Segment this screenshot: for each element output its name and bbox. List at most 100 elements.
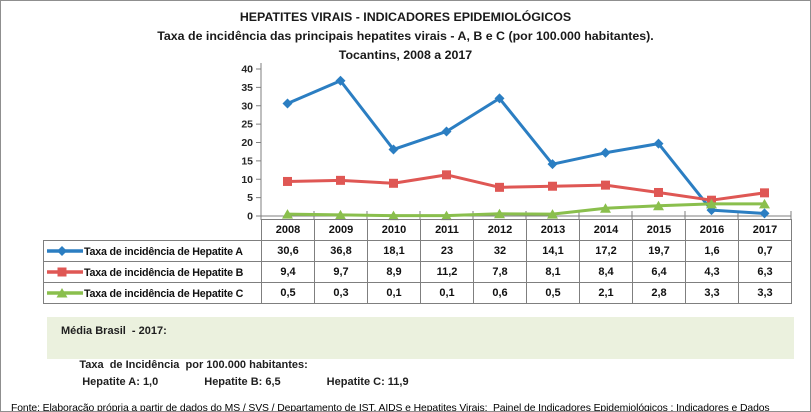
legend-key-hepatite-a xyxy=(47,245,83,256)
y-axis-tick-label: 40 xyxy=(241,64,253,76)
legend-key-hepatite-c xyxy=(47,287,83,297)
year-header-cell: 2013 xyxy=(526,219,580,241)
value-cell: 8,9 xyxy=(367,261,421,283)
year-header-cell: 2010 xyxy=(367,219,421,241)
value-cell: 2,1 xyxy=(579,282,633,304)
triangle-marker-icon xyxy=(388,210,399,221)
triangle-marker-icon xyxy=(706,198,717,209)
value-cell: 0,1 xyxy=(367,282,421,304)
chart-title-location: Tocantins, 2008 a 2017 xyxy=(338,48,473,62)
value-cell: 2,8 xyxy=(632,282,686,304)
series-name-label: Taxa de incidência de Hepatite B xyxy=(84,266,244,279)
y-axis-tick-label: 15 xyxy=(241,155,253,167)
value-cell: 3,3 xyxy=(738,282,792,304)
diamond-marker-icon xyxy=(388,144,399,155)
year-header-cell: 2016 xyxy=(685,219,739,241)
square-marker-icon xyxy=(442,170,451,180)
value-cell: 0,7 xyxy=(738,240,792,262)
diamond-marker-icon xyxy=(282,98,293,109)
diamond-marker-icon xyxy=(600,147,611,158)
summary-values: Taxa de Incidência por 100.000 habitante… xyxy=(61,340,794,391)
year-header-cell: 2011 xyxy=(420,219,474,241)
legend-key-hepatite-b xyxy=(47,267,83,276)
y-axis-tick-label: 0 xyxy=(247,211,253,223)
chart-title-sub: Taxa de incidência das principais hepati… xyxy=(157,29,654,43)
value-cell: 18,1 xyxy=(367,240,421,262)
value-cell: 11,2 xyxy=(420,261,474,283)
diamond-marker-icon xyxy=(57,245,67,256)
source-note: Fonte: Elaboração própria a partir de da… xyxy=(11,373,806,412)
series-name-label: Taxa de incidência de Hepatite C xyxy=(84,287,244,300)
summary-item: Hepatite B: 6,5 xyxy=(204,376,281,388)
value-cell: 14,1 xyxy=(526,240,580,262)
y-axis-tick-label: 35 xyxy=(241,82,253,94)
table-row: Taxa de incidência de Hepatite C 0,5 0,3 0,… xyxy=(43,282,792,304)
value-cell: 4,3 xyxy=(685,261,739,283)
value-cell: 36,8 xyxy=(314,240,368,262)
y-axis-tick-label: 25 xyxy=(241,119,253,131)
value-cell: 0,5 xyxy=(526,282,580,304)
year-header-cell: 2012 xyxy=(473,219,527,241)
year-header-cell: 2014 xyxy=(579,219,633,241)
value-cell: 0,5 xyxy=(261,282,315,304)
series-line-hepatite-a xyxy=(286,79,766,215)
value-cell: 19,7 xyxy=(632,240,686,262)
y-axis-tick-label: 5 xyxy=(247,192,253,204)
diamond-marker-icon xyxy=(335,75,346,86)
triangle-marker-icon xyxy=(56,287,68,297)
diamond-marker-icon xyxy=(547,159,558,170)
square-marker-icon xyxy=(495,182,504,192)
table-row: Taxa de incidência de Hepatite B 9,4 9,7 8,… xyxy=(43,261,792,283)
value-cell: 8,1 xyxy=(526,261,580,283)
value-cell: 30,6 xyxy=(261,240,315,262)
value-cell: 6,3 xyxy=(738,261,792,283)
triangle-marker-icon xyxy=(547,209,558,219)
value-cell: 8,4 xyxy=(579,261,633,283)
summary-values-prefix: Taxa de Incidência por 100.000 habitante… xyxy=(79,359,308,371)
square-marker-icon xyxy=(283,176,292,186)
data-table: 2008 2009 2010 2011 2012 2013 2014 2015 2016 2017… xyxy=(43,219,792,304)
value-cell: 1,6 xyxy=(685,240,739,262)
triangle-marker-icon xyxy=(441,210,452,221)
value-cell: 6,4 xyxy=(632,261,686,283)
y-axis-tick-label: 30 xyxy=(241,100,253,112)
value-cell: 3,3 xyxy=(685,282,739,304)
value-cell: 7,8 xyxy=(473,261,527,283)
value-cell: 0,1 xyxy=(420,282,474,304)
year-header-cell: 2017 xyxy=(738,219,792,241)
triangle-marker-icon xyxy=(653,200,664,211)
diamond-marker-icon xyxy=(441,126,452,137)
y-axis-tick-label: 20 xyxy=(241,137,253,149)
value-cell: 23 xyxy=(420,240,474,262)
summary-box: Média Brasil - 2017: Taxa de Incidência … xyxy=(47,317,794,388)
series-name-label: Taxa de incidência de Hepatite A xyxy=(84,245,243,258)
triangle-marker-icon xyxy=(759,198,770,209)
diamond-marker-icon xyxy=(759,208,770,219)
square-marker-icon xyxy=(601,180,610,190)
value-cell: 32 xyxy=(473,240,527,262)
summary-item: Hepatite A: 1,0 xyxy=(82,376,159,388)
line-chart: 0 5 10 15 20 25 30 35 40 xyxy=(241,63,792,223)
diamond-marker-icon xyxy=(494,93,505,104)
year-header-cell: 2008 xyxy=(261,219,315,241)
table-row: Taxa de incidência de Hepatite A 30,6 36,8… xyxy=(43,240,792,262)
value-cell: 0,6 xyxy=(473,282,527,304)
y-axis-tick-label: 10 xyxy=(241,174,253,186)
year-header-cell: 2009 xyxy=(314,219,368,241)
series-legend-cell: Taxa de incidência de Hepatite B xyxy=(43,261,262,283)
value-cell: 0,3 xyxy=(314,282,368,304)
square-marker-icon xyxy=(389,178,398,188)
table-corner-cell xyxy=(44,220,262,241)
triangle-marker-icon xyxy=(494,208,505,219)
summary-item: Hepatite C: 11,9 xyxy=(326,376,409,388)
table-header-row: 2008 2009 2010 2011 2012 2013 2014 2015 2016 2017 xyxy=(44,219,792,241)
square-marker-icon xyxy=(57,267,67,276)
triangle-marker-icon xyxy=(600,203,611,213)
triangle-marker-icon xyxy=(335,209,346,220)
series-legend-cell: Taxa de incidência de Hepatite A xyxy=(43,240,262,262)
diamond-marker-icon xyxy=(653,138,664,149)
value-cell: 17,2 xyxy=(579,240,633,262)
square-marker-icon xyxy=(548,181,557,191)
source-note-line1: Fonte: Elaboração própria a partir de da… xyxy=(11,403,770,412)
